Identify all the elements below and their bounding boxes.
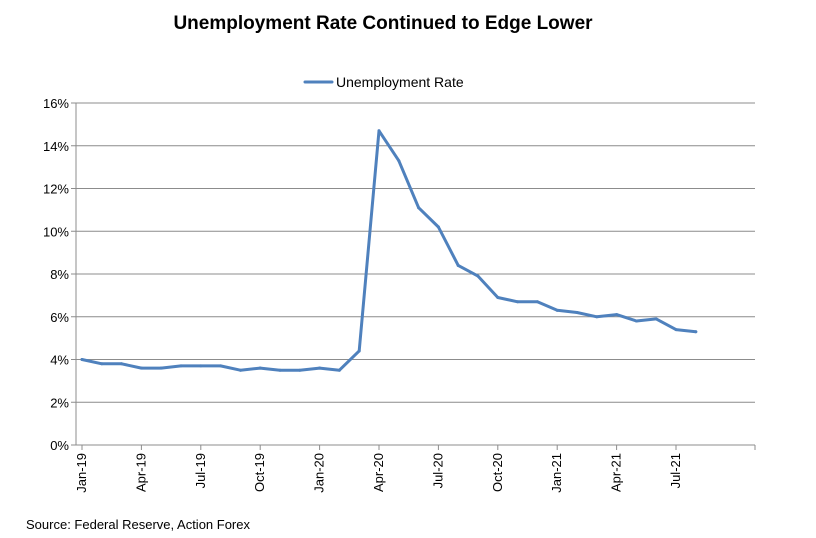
source-note: Source: Federal Reserve, Action Forex [26,517,250,532]
y-tick-label: 10% [43,224,69,239]
data-point [516,300,520,304]
data-point [238,368,242,372]
series-unemployment-rate [80,129,698,372]
x-axis: Jan-19 Apr-19 Jul-19 Oct-19 Jan-20 Apr-20 Jul-… [74,444,756,493]
data-point [100,362,104,366]
data-point [179,364,183,368]
data-point [298,368,302,372]
series-line-unemployment-rate [80,129,698,372]
data-point [436,225,440,229]
data-point [595,315,599,319]
x-tick-label: Apr-20 [371,453,386,492]
data-point [575,310,579,314]
data-point [496,296,500,300]
x-tick-label: Oct-20 [490,453,505,492]
data-point [476,274,480,278]
data-point [377,129,381,133]
x-tick-label: Jan-20 [312,453,327,493]
y-tick-label: 0% [50,438,69,453]
data-point [694,330,698,334]
data-point [159,366,163,370]
y-tick-label: 6% [50,310,69,325]
y-tick-label: 16% [43,96,69,111]
x-tick-label: Jul-21 [668,453,683,488]
x-tick-label: Oct-19 [252,453,267,492]
data-point [674,328,678,332]
data-point [318,366,322,370]
data-point [278,368,282,372]
data-point [555,308,559,312]
data-point [634,319,638,323]
data-point [337,368,341,372]
data-point [654,317,658,321]
x-tick-label: Jan-19 [74,453,89,493]
gridlines [76,102,755,403]
data-point [417,206,421,210]
y-tick-label: 14% [43,139,69,154]
y-axis: 0% 2% 4% 6% 8% 10% 12% 14% 16% [43,96,77,453]
data-point [219,364,223,368]
data-point [357,349,361,353]
data-point [120,362,124,366]
chart-title: Unemployment Rate Continued to Edge Lowe… [173,13,593,34]
y-tick-label: 8% [50,267,69,282]
x-tick-label: Jul-19 [193,453,208,488]
y-tick-label: 2% [50,395,69,410]
y-tick-label: 4% [50,353,69,368]
legend: Unemployment Rate [303,74,464,90]
data-point [397,159,401,163]
legend-label: Unemployment Rate [336,74,464,90]
y-tick-label: 12% [43,182,69,197]
x-tick-label: Apr-19 [133,453,148,492]
x-tick-label: Apr-21 [609,453,624,492]
data-point [615,313,619,317]
data-point [80,358,84,361]
data-point [139,366,143,370]
x-tick-label: Jan-21 [549,453,564,493]
data-point [199,364,203,368]
data-point [535,300,539,304]
x-tick-label: Jul-20 [430,453,445,488]
data-point [258,366,262,370]
data-point [456,263,460,267]
